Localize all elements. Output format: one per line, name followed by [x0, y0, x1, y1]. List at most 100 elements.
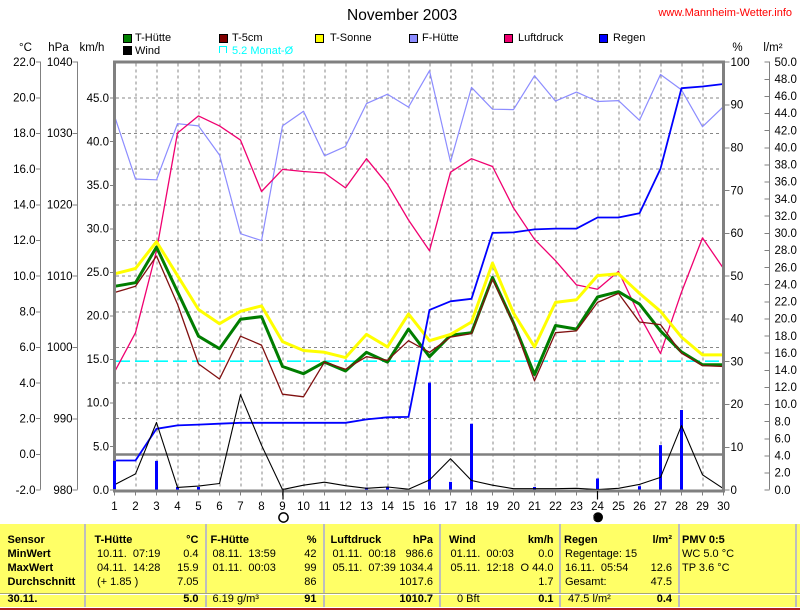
- svg-text:36.0: 36.0: [775, 177, 797, 189]
- svg-text:22.0: 22.0: [775, 297, 797, 309]
- svg-text:19: 19: [486, 501, 499, 513]
- svg-text:25: 25: [612, 501, 625, 513]
- svg-text:44.0: 44.0: [775, 108, 797, 120]
- svg-text:%: %: [732, 42, 742, 54]
- svg-text:-2.0: -2.0: [16, 485, 36, 497]
- svg-text:10: 10: [297, 501, 310, 513]
- svg-text:46.0: 46.0: [775, 91, 797, 103]
- svg-text:18.0: 18.0: [775, 331, 797, 343]
- svg-text:10.0: 10.0: [87, 398, 109, 410]
- svg-text:40: 40: [731, 314, 744, 326]
- svg-text:26.0: 26.0: [775, 262, 797, 274]
- svg-text:21: 21: [528, 501, 541, 513]
- svg-text:24: 24: [591, 501, 604, 513]
- svg-text:23: 23: [570, 501, 583, 513]
- svg-text:4: 4: [174, 501, 181, 513]
- svg-text:1000: 1000: [47, 342, 73, 354]
- svg-text:42.0: 42.0: [775, 125, 797, 137]
- svg-text:2.0: 2.0: [775, 468, 791, 480]
- svg-text:15.0: 15.0: [87, 354, 109, 366]
- svg-text:50.0: 50.0: [775, 57, 797, 69]
- svg-text:80: 80: [731, 143, 744, 155]
- svg-text:50: 50: [731, 271, 744, 283]
- svg-text:32.0: 32.0: [775, 211, 797, 223]
- svg-text:48.0: 48.0: [775, 74, 797, 86]
- svg-text:4.0: 4.0: [20, 378, 36, 390]
- svg-text:1010: 1010: [47, 271, 73, 283]
- svg-text:70: 70: [731, 185, 744, 197]
- svg-text:6: 6: [216, 501, 222, 513]
- svg-text:hPa: hPa: [48, 42, 69, 54]
- svg-text:990: 990: [53, 414, 72, 426]
- svg-text:12.0: 12.0: [13, 235, 35, 247]
- svg-text:8.0: 8.0: [775, 416, 791, 428]
- svg-text:8: 8: [258, 501, 264, 513]
- svg-text:20: 20: [507, 501, 520, 513]
- svg-text:22.0: 22.0: [13, 57, 35, 69]
- svg-text:9: 9: [279, 501, 285, 513]
- svg-text:12.0: 12.0: [775, 382, 797, 394]
- svg-text:5: 5: [195, 501, 201, 513]
- svg-text:16.0: 16.0: [775, 348, 797, 360]
- svg-text:35.0: 35.0: [87, 180, 109, 192]
- svg-text:26: 26: [633, 501, 646, 513]
- svg-text:22: 22: [549, 501, 562, 513]
- svg-text:60: 60: [731, 228, 744, 240]
- svg-text:38.0: 38.0: [775, 160, 797, 172]
- svg-text:10.0: 10.0: [775, 399, 797, 411]
- svg-text:11: 11: [319, 501, 331, 513]
- svg-text:45.0: 45.0: [87, 93, 109, 105]
- svg-text:18: 18: [465, 501, 478, 513]
- svg-text:17: 17: [444, 501, 457, 513]
- svg-text:15: 15: [402, 501, 415, 513]
- svg-text:14.0: 14.0: [13, 200, 35, 212]
- svg-text:5.0: 5.0: [93, 441, 109, 453]
- svg-text:40.0: 40.0: [87, 136, 109, 148]
- svg-text:30.0: 30.0: [775, 228, 797, 240]
- svg-text:0.0: 0.0: [93, 485, 109, 497]
- svg-text:1040: 1040: [47, 57, 73, 69]
- svg-text:0.0: 0.0: [20, 449, 36, 461]
- svg-text:1030: 1030: [47, 128, 73, 140]
- svg-text:29: 29: [696, 501, 709, 513]
- svg-text:30: 30: [717, 501, 730, 513]
- svg-text:25.0: 25.0: [87, 267, 109, 279]
- svg-text:2.0: 2.0: [20, 413, 36, 425]
- svg-text:90: 90: [731, 100, 744, 112]
- svg-text:10.0: 10.0: [13, 271, 35, 283]
- svg-text:16: 16: [423, 501, 436, 513]
- svg-text:18.0: 18.0: [13, 128, 35, 140]
- svg-text:14.0: 14.0: [775, 365, 797, 377]
- svg-text:10: 10: [731, 442, 744, 454]
- svg-text:28: 28: [675, 501, 688, 513]
- svg-text:30.0: 30.0: [87, 224, 109, 236]
- svg-text:27: 27: [654, 501, 667, 513]
- svg-text:14: 14: [381, 501, 394, 513]
- svg-text:3: 3: [153, 501, 159, 513]
- svg-text:980: 980: [53, 485, 72, 497]
- svg-text:34.0: 34.0: [775, 194, 797, 206]
- svg-text:12: 12: [339, 501, 352, 513]
- svg-text:28.0: 28.0: [775, 245, 797, 257]
- svg-text:16.0: 16.0: [13, 164, 35, 176]
- svg-text:l/m²: l/m²: [763, 42, 782, 54]
- svg-text:6.0: 6.0: [775, 434, 791, 446]
- svg-text:8.0: 8.0: [20, 307, 36, 319]
- svg-text:1020: 1020: [47, 200, 73, 212]
- svg-text:24.0: 24.0: [775, 279, 797, 291]
- svg-text:0: 0: [731, 485, 737, 497]
- svg-text:1: 1: [111, 501, 117, 513]
- svg-text:20.0: 20.0: [775, 314, 797, 326]
- svg-text:2: 2: [132, 501, 138, 513]
- svg-text:20: 20: [731, 399, 744, 411]
- svg-text:40.0: 40.0: [775, 143, 797, 155]
- svg-text:0.0: 0.0: [775, 485, 791, 497]
- svg-text:30: 30: [731, 356, 744, 368]
- svg-text:13: 13: [360, 501, 373, 513]
- svg-text:7: 7: [237, 501, 243, 513]
- svg-text:100: 100: [731, 57, 750, 69]
- svg-text:°C: °C: [19, 42, 32, 54]
- svg-text:4.0: 4.0: [775, 451, 791, 463]
- svg-text:6.0: 6.0: [20, 342, 36, 354]
- svg-text:km/h: km/h: [80, 42, 105, 54]
